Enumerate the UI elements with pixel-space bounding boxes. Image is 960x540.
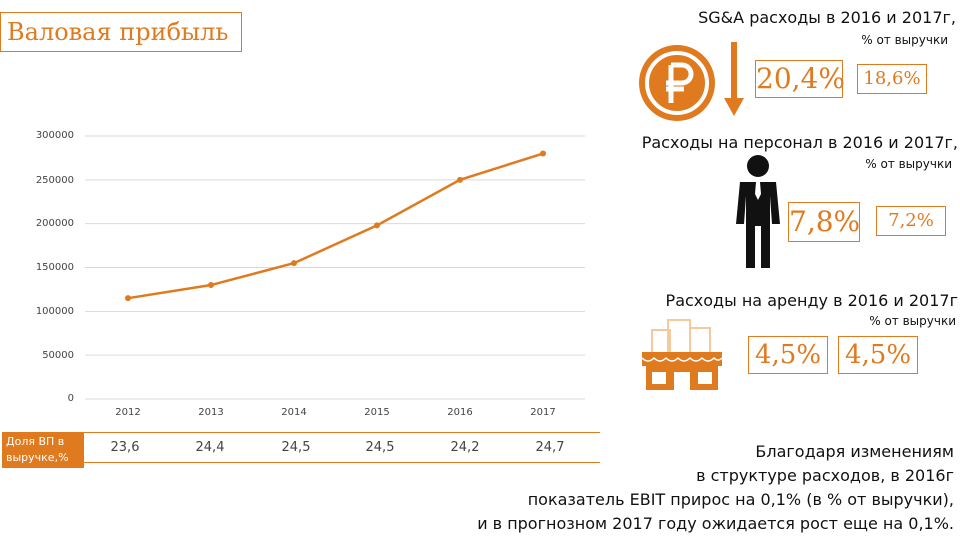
- summary-line: Благодаря изменениям: [755, 442, 954, 461]
- share-value: 24,2: [450, 440, 480, 455]
- y-tick-label: 300000: [35, 130, 74, 141]
- sga-subheading: % от выручки: [861, 33, 948, 47]
- x-tick-label: 2015: [364, 407, 390, 418]
- data-point: [457, 176, 463, 183]
- y-tick-label: 100000: [35, 306, 74, 317]
- rent-heading: Расходы на аренду в 2016 и 2017г: [665, 291, 958, 310]
- x-tick-label: 2017: [530, 407, 556, 418]
- personnel-subheading: % от выручки: [865, 157, 952, 171]
- storefront-icon: [641, 319, 723, 390]
- ruble-coin-icon: [639, 45, 715, 121]
- x-tick-label: 2014: [281, 407, 307, 418]
- data-point: [540, 150, 546, 157]
- line-chart: [85, 135, 585, 400]
- share-value: 23,6: [110, 440, 140, 455]
- data-point: [374, 222, 380, 229]
- share-row-divider: [84, 462, 600, 463]
- sga-value-2017: 18,6%: [857, 64, 927, 94]
- share-row-divider: [84, 432, 600, 433]
- y-tick-label: 150000: [35, 262, 74, 273]
- rent-value-2016: 4,5%: [748, 336, 828, 374]
- data-point: [208, 282, 214, 289]
- person-icon: [736, 155, 780, 268]
- sga-value-2016: 20,4%: [755, 60, 845, 98]
- y-tick-label: 0: [67, 393, 74, 404]
- rent-value-2017: 4,5%: [838, 336, 918, 374]
- y-tick-label: 250000: [35, 175, 74, 186]
- summary-line: показатель EBIT прирос на 0,1% (в % от в…: [527, 490, 954, 509]
- sga-heading: SG&A расходы в 2016 и 2017г,: [698, 8, 956, 27]
- share-value: 24,5: [365, 440, 395, 455]
- share-value: 24,7: [535, 440, 565, 455]
- summary-line: в структуре расходов, в 2016г: [696, 466, 954, 485]
- summary-text: Благодаря изменениям в структуре расходо…: [394, 440, 954, 536]
- data-point: [291, 260, 297, 267]
- share-value: 24,5: [281, 440, 311, 455]
- personnel-heading: Расходы на персонал в 2016 и 2017г,: [641, 133, 958, 152]
- share-row-label: Доля ВП в выручке,%: [2, 432, 84, 468]
- x-axis-labels: 2012 2013 2014 2015 2016 2017: [0, 407, 600, 421]
- chart-title: Валовая прибыль: [0, 12, 242, 52]
- y-tick-label: 50000: [42, 350, 74, 361]
- share-value: 24,4: [195, 440, 225, 455]
- rent-subheading: % от выручки: [869, 314, 956, 328]
- personnel-value-2017: 7,2%: [876, 206, 946, 236]
- x-tick-label: 2016: [447, 407, 473, 418]
- down-arrow-icon: [724, 42, 744, 116]
- y-axis-labels: 300000 250000 200000 150000 100000 50000…: [14, 0, 76, 420]
- data-point: [125, 295, 131, 302]
- series-line: [127, 152, 544, 300]
- y-tick-label: 200000: [35, 218, 74, 229]
- summary-line: и в прогнозном 2017 году ожидается рост …: [477, 514, 954, 533]
- x-tick-label: 2012: [115, 407, 141, 418]
- personnel-value-2016: 7,8%: [788, 202, 860, 242]
- x-tick-label: 2013: [198, 407, 224, 418]
